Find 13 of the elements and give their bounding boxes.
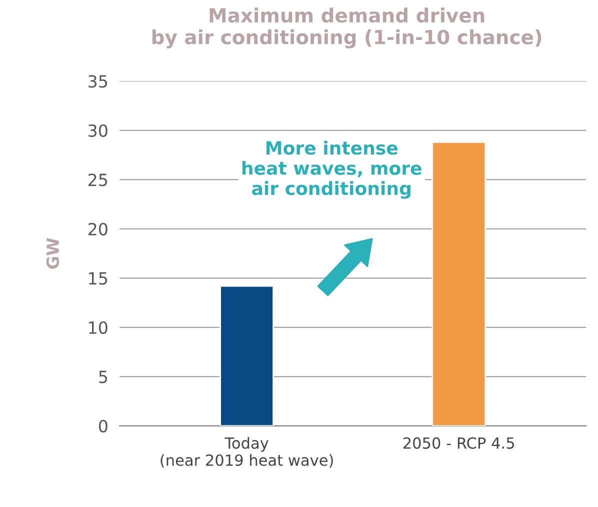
y-tick-label: 20: [88, 222, 108, 236]
chart-title: Maximum demand driven by air conditioning (1-in-10 chance): [152, 8, 542, 48]
y-tick-label: 0: [98, 420, 108, 432]
y-tick-label: 35: [88, 75, 108, 88]
y-tick-label: 15: [89, 272, 108, 285]
annotation: More intense heat waves, more air conditioning: [242, 140, 422, 199]
y-tick-label: 25: [88, 174, 108, 186]
y-tick-label: 30: [88, 124, 108, 137]
y-tick-label: 5: [99, 370, 108, 384]
y-axis-title: GW: [46, 238, 60, 269]
x-tick-label: Today (near 2019 heat wave): [160, 436, 333, 468]
x-tick-label: 2050 - RCP 4.5: [403, 437, 514, 449]
y-tick-label: 10: [89, 321, 108, 334]
